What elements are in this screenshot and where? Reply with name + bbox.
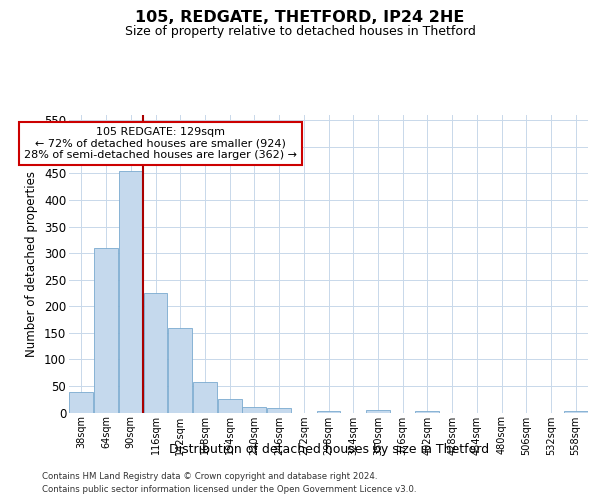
Bar	[94, 248, 118, 412]
Bar	[563, 411, 587, 412]
Bar	[143, 293, 167, 412]
Text: Distribution of detached houses by size in Thetford: Distribution of detached houses by size …	[169, 442, 489, 456]
Text: 105 REDGATE: 129sqm
← 72% of detached houses are smaller (924)
28% of semi-detac: 105 REDGATE: 129sqm ← 72% of detached ho…	[24, 126, 297, 160]
Bar	[119, 171, 143, 412]
Bar	[366, 410, 390, 412]
Bar	[218, 399, 242, 412]
Text: Contains HM Land Registry data © Crown copyright and database right 2024.: Contains HM Land Registry data © Crown c…	[42, 472, 377, 481]
Text: 105, REDGATE, THETFORD, IP24 2HE: 105, REDGATE, THETFORD, IP24 2HE	[136, 10, 464, 25]
Bar	[267, 408, 291, 412]
Bar	[193, 382, 217, 412]
Text: Contains public sector information licensed under the Open Government Licence v3: Contains public sector information licen…	[42, 485, 416, 494]
Text: Size of property relative to detached houses in Thetford: Size of property relative to detached ho…	[125, 25, 475, 38]
Bar	[415, 411, 439, 412]
Bar	[168, 328, 192, 412]
Y-axis label: Number of detached properties: Number of detached properties	[25, 171, 38, 357]
Bar	[70, 392, 94, 412]
Bar	[317, 411, 340, 412]
Bar	[242, 407, 266, 412]
